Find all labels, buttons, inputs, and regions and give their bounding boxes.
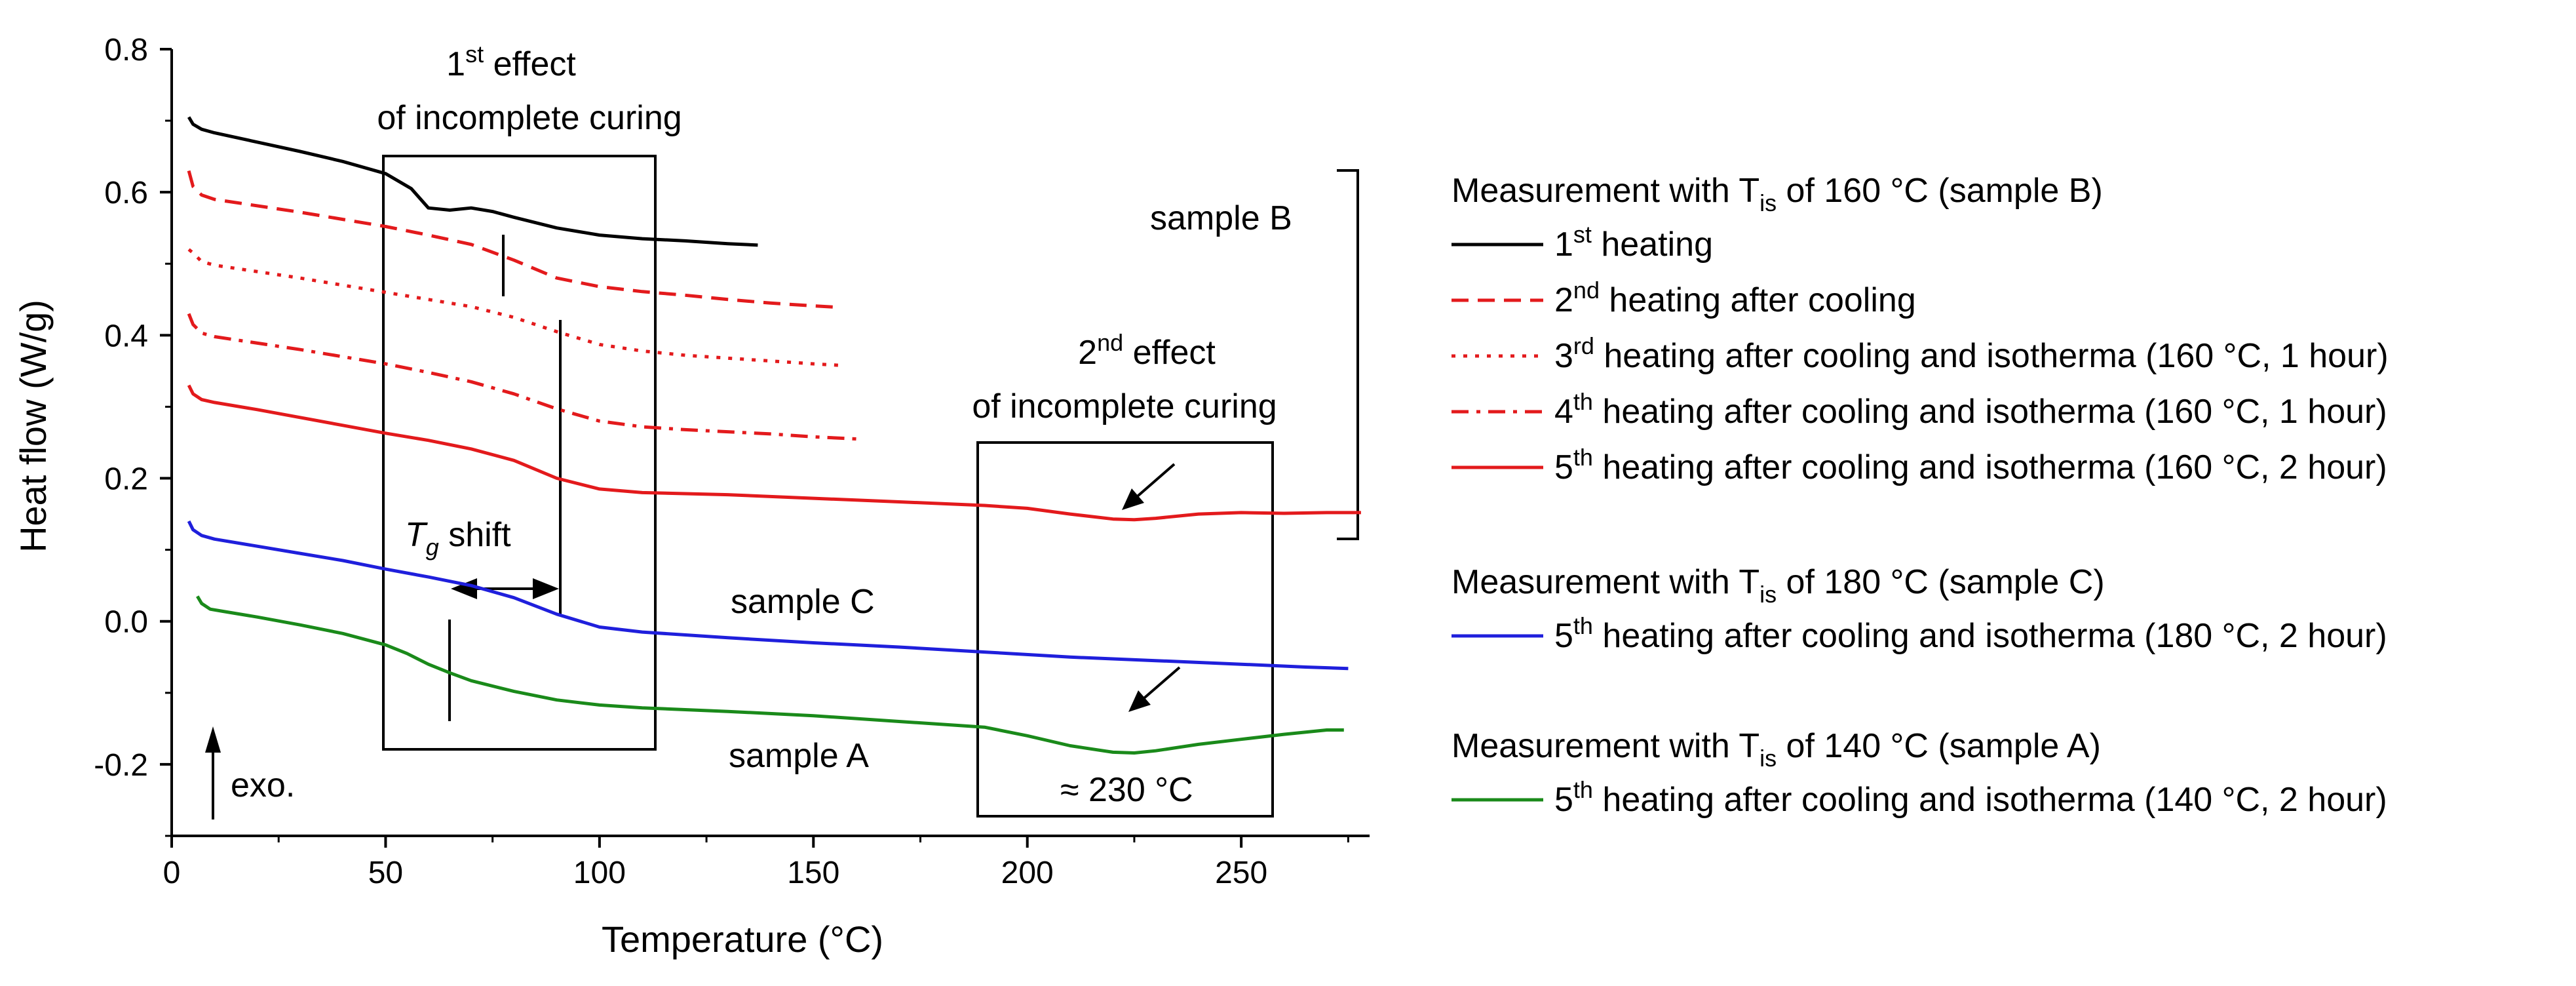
exo-arrow-head: [205, 726, 221, 753]
effect1-title-line1: 1st effect: [446, 41, 576, 83]
peak-arrow-red-shaft: [1132, 463, 1176, 501]
legend-entry-label: 5th heating after cooling and isotherma …: [1554, 612, 2387, 655]
effect1-title-line2: of incomplete curing: [377, 99, 682, 137]
legend-entry-label: 4th heating after cooling and isotherma …: [1554, 388, 2387, 431]
x-tick-label: 100: [573, 856, 626, 890]
x-tick-label: 250: [1215, 856, 1267, 890]
series-line-6: [187, 520, 1349, 671]
series-line-2: [187, 170, 839, 309]
effect2-title-line2: of incomplete curing: [972, 387, 1277, 425]
series-line-1: [187, 116, 758, 247]
sample-b-label: sample B: [1150, 199, 1292, 237]
y-tick-label: 0.6: [104, 176, 148, 210]
x-axis-title: Temperature (°C): [602, 918, 883, 960]
effect1-number: 1: [446, 45, 465, 83]
annotations: 1st effect of incomplete curing 2nd effe…: [205, 41, 1359, 819]
effect2-number: 2: [1078, 334, 1097, 372]
effect2-box: [976, 441, 1274, 818]
peak-arrow-green-head: [1128, 690, 1151, 712]
y-axis-title: Heat flow (W/g): [12, 300, 54, 553]
legend-group-a-title: Measurement with Tis of 140 °C (sample A…: [1451, 727, 2101, 772]
sample-a-label: sample A: [729, 737, 869, 775]
legend-entry-label: 5th heating after cooling and isotherma …: [1554, 444, 2387, 486]
effect1-word: effect: [493, 45, 577, 83]
effect2-title-line1: 2nd effect: [1078, 329, 1216, 372]
legend-entry-label: 1st heating: [1554, 221, 1713, 264]
axes: [170, 49, 1370, 837]
x-tick-label: 0: [163, 856, 181, 890]
tg-shift-label: Tg shift: [405, 516, 511, 561]
data-series: [187, 116, 1361, 755]
series-line-7: [196, 595, 1344, 755]
legend-group-c-title: Measurement with Tis of 180 °C (sample C…: [1451, 563, 2105, 608]
sample-b-bracket: [1337, 169, 1359, 540]
effect1-box: [382, 155, 657, 751]
exo-label: exo.: [231, 766, 295, 804]
peak-temperature-label: ≈ 230 °C: [1060, 771, 1193, 809]
sample-c-label: sample C: [731, 583, 875, 621]
legend-group-b-title: Measurement with Tis of 160 °C (sample B…: [1451, 172, 2103, 216]
series-line-3: [187, 248, 839, 367]
y-tick-label: -0.2: [94, 748, 148, 783]
tg-subscript: g: [426, 534, 439, 561]
effect1-superscript: st: [465, 41, 484, 68]
effect2-word: effect: [1133, 334, 1216, 372]
x-tick-label: 150: [787, 856, 839, 890]
legend-entry-label: 2nd heating after cooling: [1554, 277, 1916, 319]
tg-arrowhead-left: [451, 578, 477, 599]
tg-arrowhead-right: [533, 578, 559, 599]
tg-shift-word: shift: [448, 516, 511, 554]
y-tick-label: 0.0: [104, 605, 148, 640]
effect2-superscript: nd: [1097, 329, 1123, 356]
peak-arrow-green-shaft: [1139, 666, 1181, 703]
ticks: 0 50 100 150 200 250 0.8 0.6 0.4 0.2 0.0 -0.2: [94, 33, 1349, 890]
legend: Measurement with Tis of 160 °C (sample B…: [1451, 172, 2389, 819]
tg-symbol: T: [405, 516, 428, 554]
y-tick-label: 0.8: [104, 33, 148, 68]
peak-arrow-red-head: [1122, 488, 1144, 510]
legend-entry-label: 3rd heating after cooling and isotherma …: [1554, 332, 2389, 375]
y-tick-label: 0.2: [104, 462, 148, 497]
x-tick-label: 200: [1001, 856, 1054, 890]
y-tick-label: 0.4: [104, 319, 148, 353]
series-line-4: [187, 313, 856, 441]
legend-entry-label: 5th heating after cooling and isotherma …: [1554, 776, 2387, 819]
series-line-5: [187, 384, 1361, 522]
x-tick-label: 50: [368, 856, 403, 890]
